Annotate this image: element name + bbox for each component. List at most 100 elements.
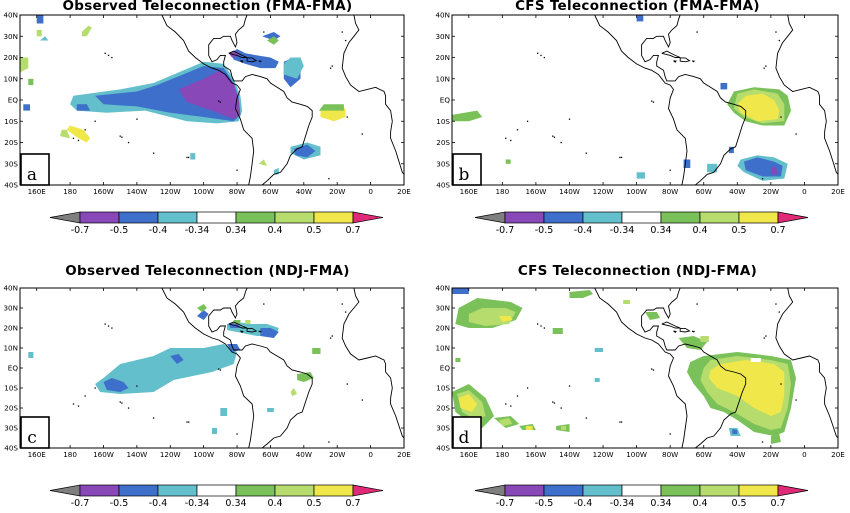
colorbar-label: 0.34: [225, 225, 246, 236]
island: [516, 129, 519, 131]
anomaly-region: [594, 348, 603, 352]
panel-title: CFS Teleconnection (FMA-FMA): [515, 0, 760, 14]
island: [236, 433, 238, 435]
lon-label: 120W: [160, 187, 181, 196]
island: [778, 311, 780, 313]
island: [263, 31, 265, 33]
lon-label: 160W: [93, 450, 114, 459]
lon-label: 160E: [28, 450, 47, 459]
anomaly-region: [103, 378, 129, 392]
island: [526, 387, 529, 389]
island: [218, 100, 220, 102]
map: 40N 30N 20N 10N EQ 10S 20S 30S 40S 160E 180 160W 140…: [3, 284, 411, 460]
colorbar: -0.7 -0.5 -0.4 -0.34 0.34 0.4 0.5 0.7: [49, 484, 384, 509]
island: [119, 401, 121, 403]
anomaly-region: [737, 93, 780, 122]
anomaly-region: [260, 328, 279, 338]
island: [651, 368, 653, 370]
island: [568, 118, 571, 120]
coastlines: [72, 288, 404, 448]
colorbar-label: -0.5: [110, 225, 129, 236]
island: [331, 65, 333, 67]
panel-letter: b: [459, 165, 470, 185]
island: [186, 156, 188, 159]
anomaly-region: [750, 358, 761, 362]
colorbar-segment: [582, 211, 623, 224]
anomaly-region: [28, 78, 34, 86]
coastline: [246, 327, 258, 333]
colorbar-label: 0.4: [267, 225, 282, 236]
island: [795, 133, 797, 135]
anomaly-region: [220, 408, 227, 416]
island: [669, 433, 671, 435]
lat-label: 40N: [435, 11, 450, 20]
lon-label: 20W: [763, 450, 779, 459]
colorbar-segment: [274, 484, 315, 497]
colorbar: -0.7 -0.5 -0.4 -0.34 0.34 0.4 0.5 0.7: [49, 211, 384, 236]
lon-label: 160W: [525, 450, 546, 459]
colorbar-label: 0.34: [650, 498, 671, 509]
anomaly-region: [499, 316, 513, 322]
colorbar-segment: [504, 484, 545, 497]
island: [341, 303, 343, 305]
island: [568, 385, 571, 387]
island: [543, 327, 546, 329]
coastline: [679, 57, 691, 63]
island: [780, 116, 782, 118]
map: 40N 30N 20N 10N EQ 10S 20S 30S 40S 160E 180 160W 140…: [3, 11, 411, 197]
colorbar-segment: [699, 484, 740, 497]
coastline: [641, 288, 747, 448]
island: [107, 325, 110, 327]
island: [136, 385, 138, 387]
island: [536, 52, 539, 54]
island: [341, 31, 343, 33]
anomaly-region: [636, 172, 645, 179]
island: [510, 139, 512, 142]
island: [505, 403, 507, 405]
colorbar-label: -0.5: [110, 498, 129, 509]
panel-a: Observed Teleconnection (FMA-FMA) 40N 30N…: [0, 0, 425, 255]
colorbar-arrow-low: [49, 484, 81, 497]
colorbar-segment: [235, 484, 276, 497]
lat-label: EQ: [440, 364, 451, 373]
island: [104, 52, 106, 54]
island: [696, 31, 698, 33]
colorbar-label: -0.5: [535, 498, 554, 509]
island: [72, 403, 75, 405]
colorbar-label: -0.7: [71, 498, 90, 509]
colorbar-label: 0.34: [650, 225, 671, 236]
anomaly-region: [455, 358, 461, 362]
colorbar-segment: [79, 484, 120, 497]
anomaly-region: [95, 344, 237, 394]
island: [344, 311, 347, 313]
lat-label: 30S: [436, 424, 450, 433]
anomaly-region: [458, 394, 478, 412]
lat-label: 20N: [435, 324, 450, 333]
island: [543, 56, 546, 59]
coastline: [208, 288, 313, 448]
anomaly-region: [190, 153, 196, 160]
lat-label: 10S: [436, 117, 450, 126]
lon-label: 160E: [460, 450, 479, 459]
island: [361, 399, 363, 401]
lon-label: 100W: [626, 450, 647, 459]
coastline: [691, 330, 696, 333]
colorbar-segment: [157, 484, 198, 497]
lat-label: 30N: [3, 32, 18, 41]
island: [651, 100, 653, 102]
panel-letter-box: [20, 153, 50, 186]
colorbar-label: -0.4: [149, 498, 168, 509]
lon-label: 180: [63, 187, 77, 196]
island: [328, 441, 330, 443]
island: [152, 417, 155, 419]
lat-label: 40S: [4, 444, 18, 453]
island: [652, 369, 655, 371]
island: [329, 337, 332, 339]
anomaly-region: [569, 290, 593, 298]
anomaly-region: [267, 36, 279, 45]
island: [361, 133, 363, 135]
anomaly-region: [170, 354, 184, 364]
island: [652, 101, 655, 103]
anomaly-region: [452, 288, 469, 294]
lat-label: 30S: [4, 159, 18, 168]
